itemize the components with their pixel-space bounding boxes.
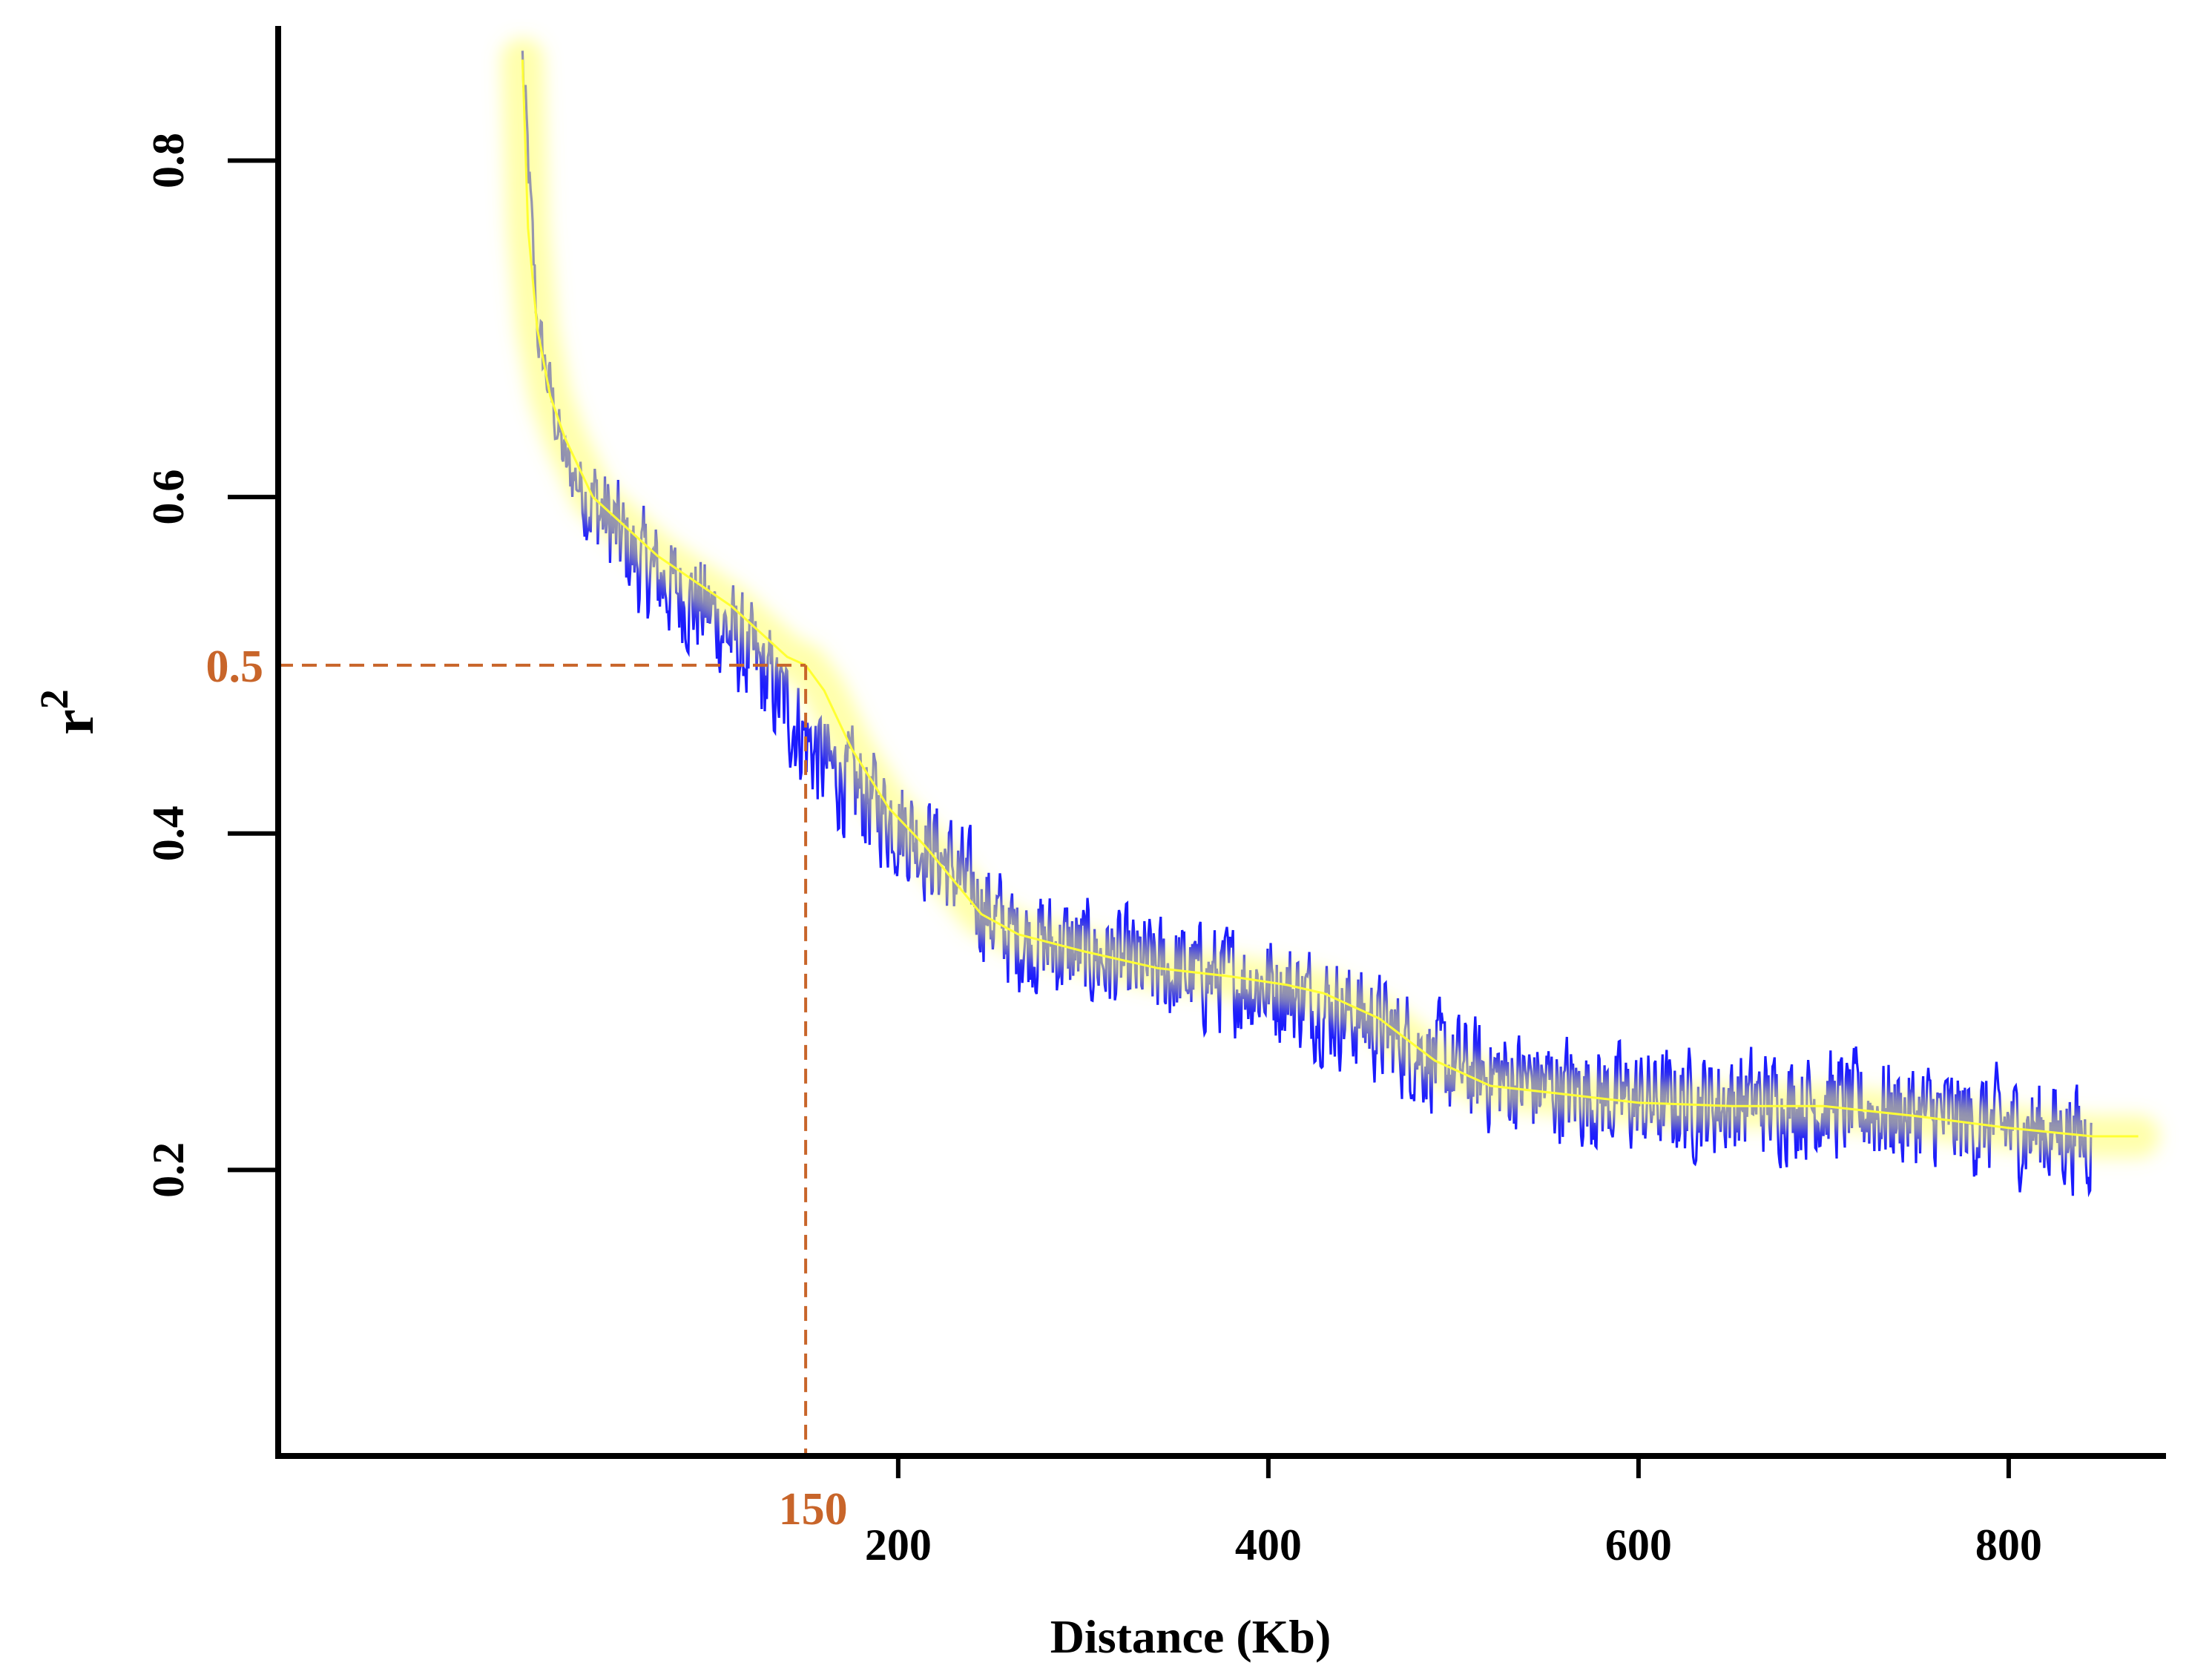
threshold-annotation: 0.5 150 (206, 642, 848, 1535)
x-tick-label: 600 (1605, 1520, 1672, 1569)
y-tick-label: 0.2 (144, 1142, 193, 1198)
y-tick-label: 0.8 (144, 133, 193, 188)
y-tick-label: 0.6 (144, 470, 193, 525)
smooth-trend-line (521, 59, 2139, 1138)
x-tick-label: 200 (865, 1520, 932, 1569)
smooth-glow-band (501, 38, 2160, 1158)
threshold-x-label: 150 (779, 1484, 848, 1535)
y-tick-label: 0.4 (144, 805, 193, 861)
x-tick-label: 800 (1975, 1520, 2042, 1569)
smooth-series-line (521, 59, 2139, 1138)
x-tick-label: 400 (1235, 1520, 1302, 1569)
threshold-y-label: 0.5 (206, 642, 264, 692)
tick-labels: 200 400 600 800 0.2 0.4 0.6 0.8 Distance (Kb) r2 (32, 133, 2042, 1663)
smooth-trend-glow (501, 38, 2160, 1158)
axes (228, 26, 2166, 1478)
x-axis-title: Distance (Kb) (1050, 1610, 1332, 1663)
y-axis-title: r2 (32, 689, 105, 735)
